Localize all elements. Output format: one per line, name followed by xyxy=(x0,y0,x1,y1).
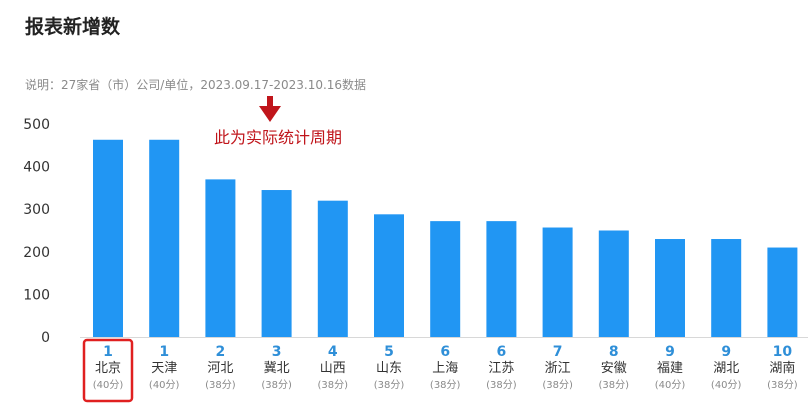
bar xyxy=(374,214,404,337)
rank-label: 10 xyxy=(773,344,793,360)
score-label: (40分) xyxy=(93,379,124,391)
score-label: (38分) xyxy=(767,379,798,391)
category-label: 浙江 xyxy=(545,361,571,376)
y-tick-label: 400 xyxy=(23,160,50,176)
rank-label: 3 xyxy=(272,344,282,360)
score-label: (38分) xyxy=(486,379,517,391)
y-tick-label: 500 xyxy=(23,117,50,133)
bar xyxy=(711,239,742,337)
score-label: (40分) xyxy=(655,379,686,391)
annotation-arrow-shaft xyxy=(267,96,273,108)
rank-label: 7 xyxy=(553,344,563,360)
category-label: 河北 xyxy=(207,361,233,376)
bar xyxy=(767,247,798,337)
rank-label: 6 xyxy=(440,344,450,360)
rank-label: 8 xyxy=(609,344,619,360)
x-axis-labels: 1北京(40分)1天津(40分)2河北(38分)3冀北(38分)4山西(38分)… xyxy=(82,338,798,403)
chart-note: 说明：27家省（市）公司/单位，2023.09.17-2023.10.16数据 xyxy=(25,78,367,92)
bar xyxy=(542,227,573,337)
score-label: (38分) xyxy=(374,379,405,391)
annotation-text: 此为实际统计周期 xyxy=(214,128,343,147)
bar xyxy=(149,139,180,337)
rank-label: 1 xyxy=(103,344,113,360)
annotation-marker xyxy=(259,96,281,122)
bar xyxy=(317,200,348,337)
highlight-box xyxy=(82,338,134,403)
page-title: 报表新增数 xyxy=(25,16,121,38)
bar xyxy=(93,139,123,337)
rank-label: 4 xyxy=(328,344,338,360)
category-label: 福建 xyxy=(657,361,683,376)
category-label: 山东 xyxy=(376,361,402,376)
annotation-arrow-head xyxy=(259,106,281,122)
category-label: 上海 xyxy=(432,361,458,376)
rank-label: 9 xyxy=(721,344,731,360)
category-label: 天津 xyxy=(151,361,177,376)
category-label: 北京 xyxy=(95,361,121,376)
category-label: 安徽 xyxy=(601,361,627,376)
score-label: (38分) xyxy=(318,379,349,391)
score-label: (38分) xyxy=(599,379,630,391)
bar xyxy=(655,239,685,337)
y-tick-label: 300 xyxy=(23,202,50,218)
bar xyxy=(430,221,461,337)
bar xyxy=(486,221,517,337)
category-label: 冀北 xyxy=(264,360,290,376)
score-label: (38分) xyxy=(430,379,461,391)
category-label: 山西 xyxy=(320,361,346,376)
rank-label: 5 xyxy=(384,344,394,360)
category-label: 湖南 xyxy=(769,360,795,376)
score-label: (38分) xyxy=(205,379,236,391)
bar-series xyxy=(93,139,798,337)
bar xyxy=(261,190,292,337)
bar xyxy=(205,179,236,337)
rank-label: 9 xyxy=(665,344,675,360)
category-label: 江苏 xyxy=(488,360,514,376)
rank-label: 2 xyxy=(216,344,226,360)
y-tick-label: 0 xyxy=(41,330,50,346)
rank-label: 1 xyxy=(159,344,169,360)
y-tick-label: 200 xyxy=(23,245,50,261)
bar xyxy=(598,230,629,337)
score-label: (38分) xyxy=(542,379,573,391)
score-label: (40分) xyxy=(711,379,742,391)
score-label: (38分) xyxy=(261,379,292,391)
rank-label: 6 xyxy=(497,344,507,360)
category-label: 湖北 xyxy=(713,361,739,376)
y-tick-label: 100 xyxy=(23,287,50,303)
y-axis: 0 100 200 300 400 500 xyxy=(23,117,808,346)
score-label: (40分) xyxy=(149,379,180,391)
